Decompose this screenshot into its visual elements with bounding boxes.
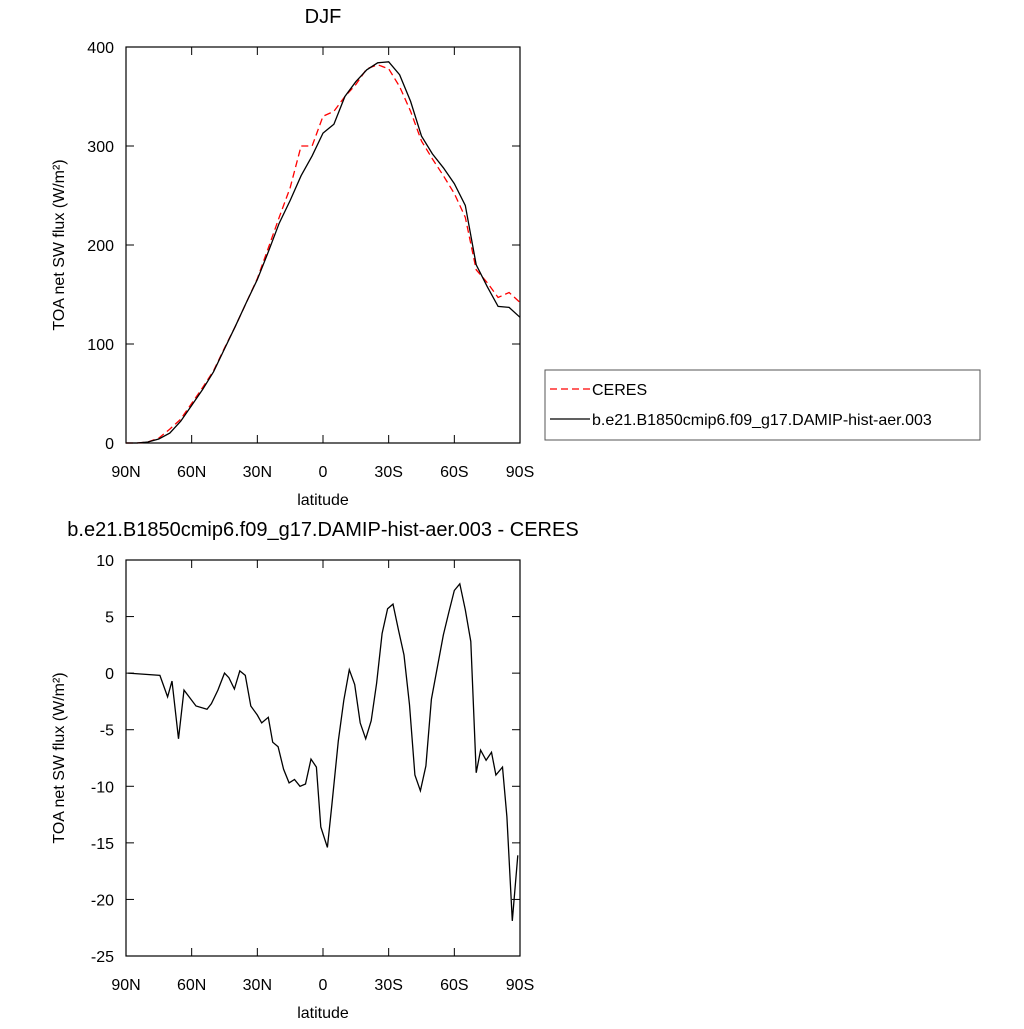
x-tick-label: 60N xyxy=(177,464,206,481)
y-axis-label: TOA net SW flux (W/m²) xyxy=(51,159,68,330)
x-tick-label: 0 xyxy=(319,977,328,994)
x-tick-label: 90S xyxy=(506,464,534,481)
y-tick-label: 200 xyxy=(87,238,114,255)
y-tick-label: 400 xyxy=(87,40,114,57)
chart-title: DJF xyxy=(305,6,342,28)
y-tick-label: -15 xyxy=(91,836,114,853)
y-tick-label: -10 xyxy=(91,779,114,796)
y-tick-label: 0 xyxy=(105,666,114,683)
y-tick-label: 10 xyxy=(96,553,114,570)
x-tick-label: 60S xyxy=(440,464,468,481)
data-line xyxy=(126,61,521,444)
y-tick-label: 0 xyxy=(105,436,114,453)
y-tick-label: -25 xyxy=(91,949,114,966)
legend-label: CERES xyxy=(592,382,647,399)
x-tick-label: 60S xyxy=(440,977,468,994)
x-tick-label: 90S xyxy=(506,977,534,994)
x-tick-label: 30S xyxy=(374,977,402,994)
x-tick-label: 30N xyxy=(243,464,272,481)
y-tick-label: 100 xyxy=(87,337,114,354)
x-tick-label: 90N xyxy=(111,977,140,994)
x-tick-label: 30S xyxy=(374,464,402,481)
chart-title: b.e21.B1850cmip6.f09_g17.DAMIP-hist-aer.… xyxy=(67,519,578,541)
y-tick-label: 300 xyxy=(87,139,114,156)
y-tick-label: -5 xyxy=(100,723,114,740)
y-tick-label: 5 xyxy=(105,610,114,627)
x-axis-label: latitude xyxy=(297,1005,349,1022)
y-axis-label: TOA net SW flux (W/m²) xyxy=(51,672,68,843)
x-axis-label: latitude xyxy=(297,492,349,509)
x-tick-label: 90N xyxy=(111,464,140,481)
y-tick-label: -20 xyxy=(91,892,114,909)
legend-label: b.e21.B1850cmip6.f09_g17.DAMIP-hist-aer.… xyxy=(592,412,932,429)
x-tick-label: 30N xyxy=(243,977,272,994)
plot-frame xyxy=(125,559,521,957)
legend-box xyxy=(544,369,981,441)
plot-frame xyxy=(125,46,521,444)
x-tick-label: 0 xyxy=(319,464,328,481)
x-tick-label: 60N xyxy=(177,977,206,994)
data-line xyxy=(126,64,521,444)
data-line xyxy=(128,582,519,921)
